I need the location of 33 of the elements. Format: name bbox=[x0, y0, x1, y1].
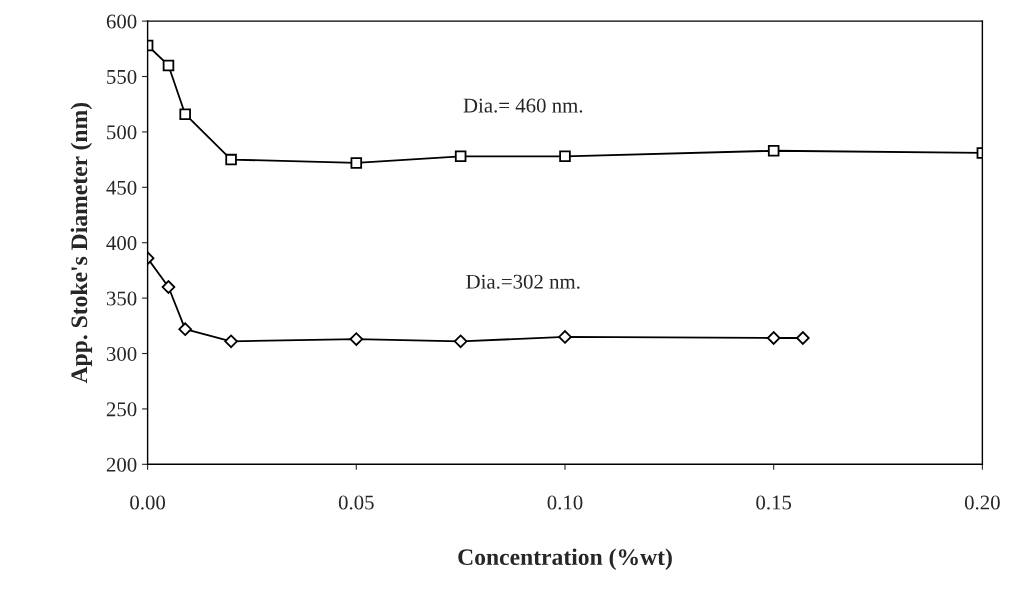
annotation: Dia.=302 nm. bbox=[466, 274, 580, 289]
point bbox=[558, 330, 572, 344]
x-tick-label: 0.15 bbox=[756, 495, 792, 510]
y-tick-label: 300 bbox=[106, 346, 137, 361]
point bbox=[559, 150, 571, 163]
y-tick-label: 400 bbox=[106, 236, 137, 251]
y-tick-label: 500 bbox=[107, 125, 137, 140]
x-tick-label: 0.10 bbox=[547, 495, 583, 510]
point bbox=[225, 153, 237, 166]
point bbox=[224, 334, 238, 349]
y-tick-label: 550 bbox=[107, 69, 137, 84]
point bbox=[767, 144, 780, 157]
point bbox=[766, 331, 781, 345]
x-axis-title: Concentration (%wt) bbox=[458, 548, 672, 570]
point bbox=[454, 150, 467, 163]
y-tick-label: 450 bbox=[106, 180, 137, 195]
point bbox=[349, 332, 364, 346]
y-tick-label: 350 bbox=[106, 291, 137, 306]
x-tick-label: 0.00 bbox=[130, 495, 166, 510]
point bbox=[178, 322, 192, 336]
y-tick-label: 600 bbox=[106, 14, 137, 29]
y-axis-title: App. Stoke's Diameter (nm) bbox=[70, 102, 93, 384]
point bbox=[350, 157, 363, 169]
point bbox=[161, 280, 176, 294]
x-tick-label: 0.05 bbox=[338, 495, 374, 510]
x-tick-label: 0.20 bbox=[964, 495, 1000, 510]
y-tick-label: 250 bbox=[106, 402, 137, 417]
point bbox=[796, 331, 810, 345]
point bbox=[162, 59, 175, 72]
y-tick-label: 200 bbox=[106, 457, 137, 472]
point bbox=[179, 108, 191, 120]
point bbox=[453, 334, 468, 349]
annotation: Dia.= 460 nm. bbox=[463, 98, 583, 113]
